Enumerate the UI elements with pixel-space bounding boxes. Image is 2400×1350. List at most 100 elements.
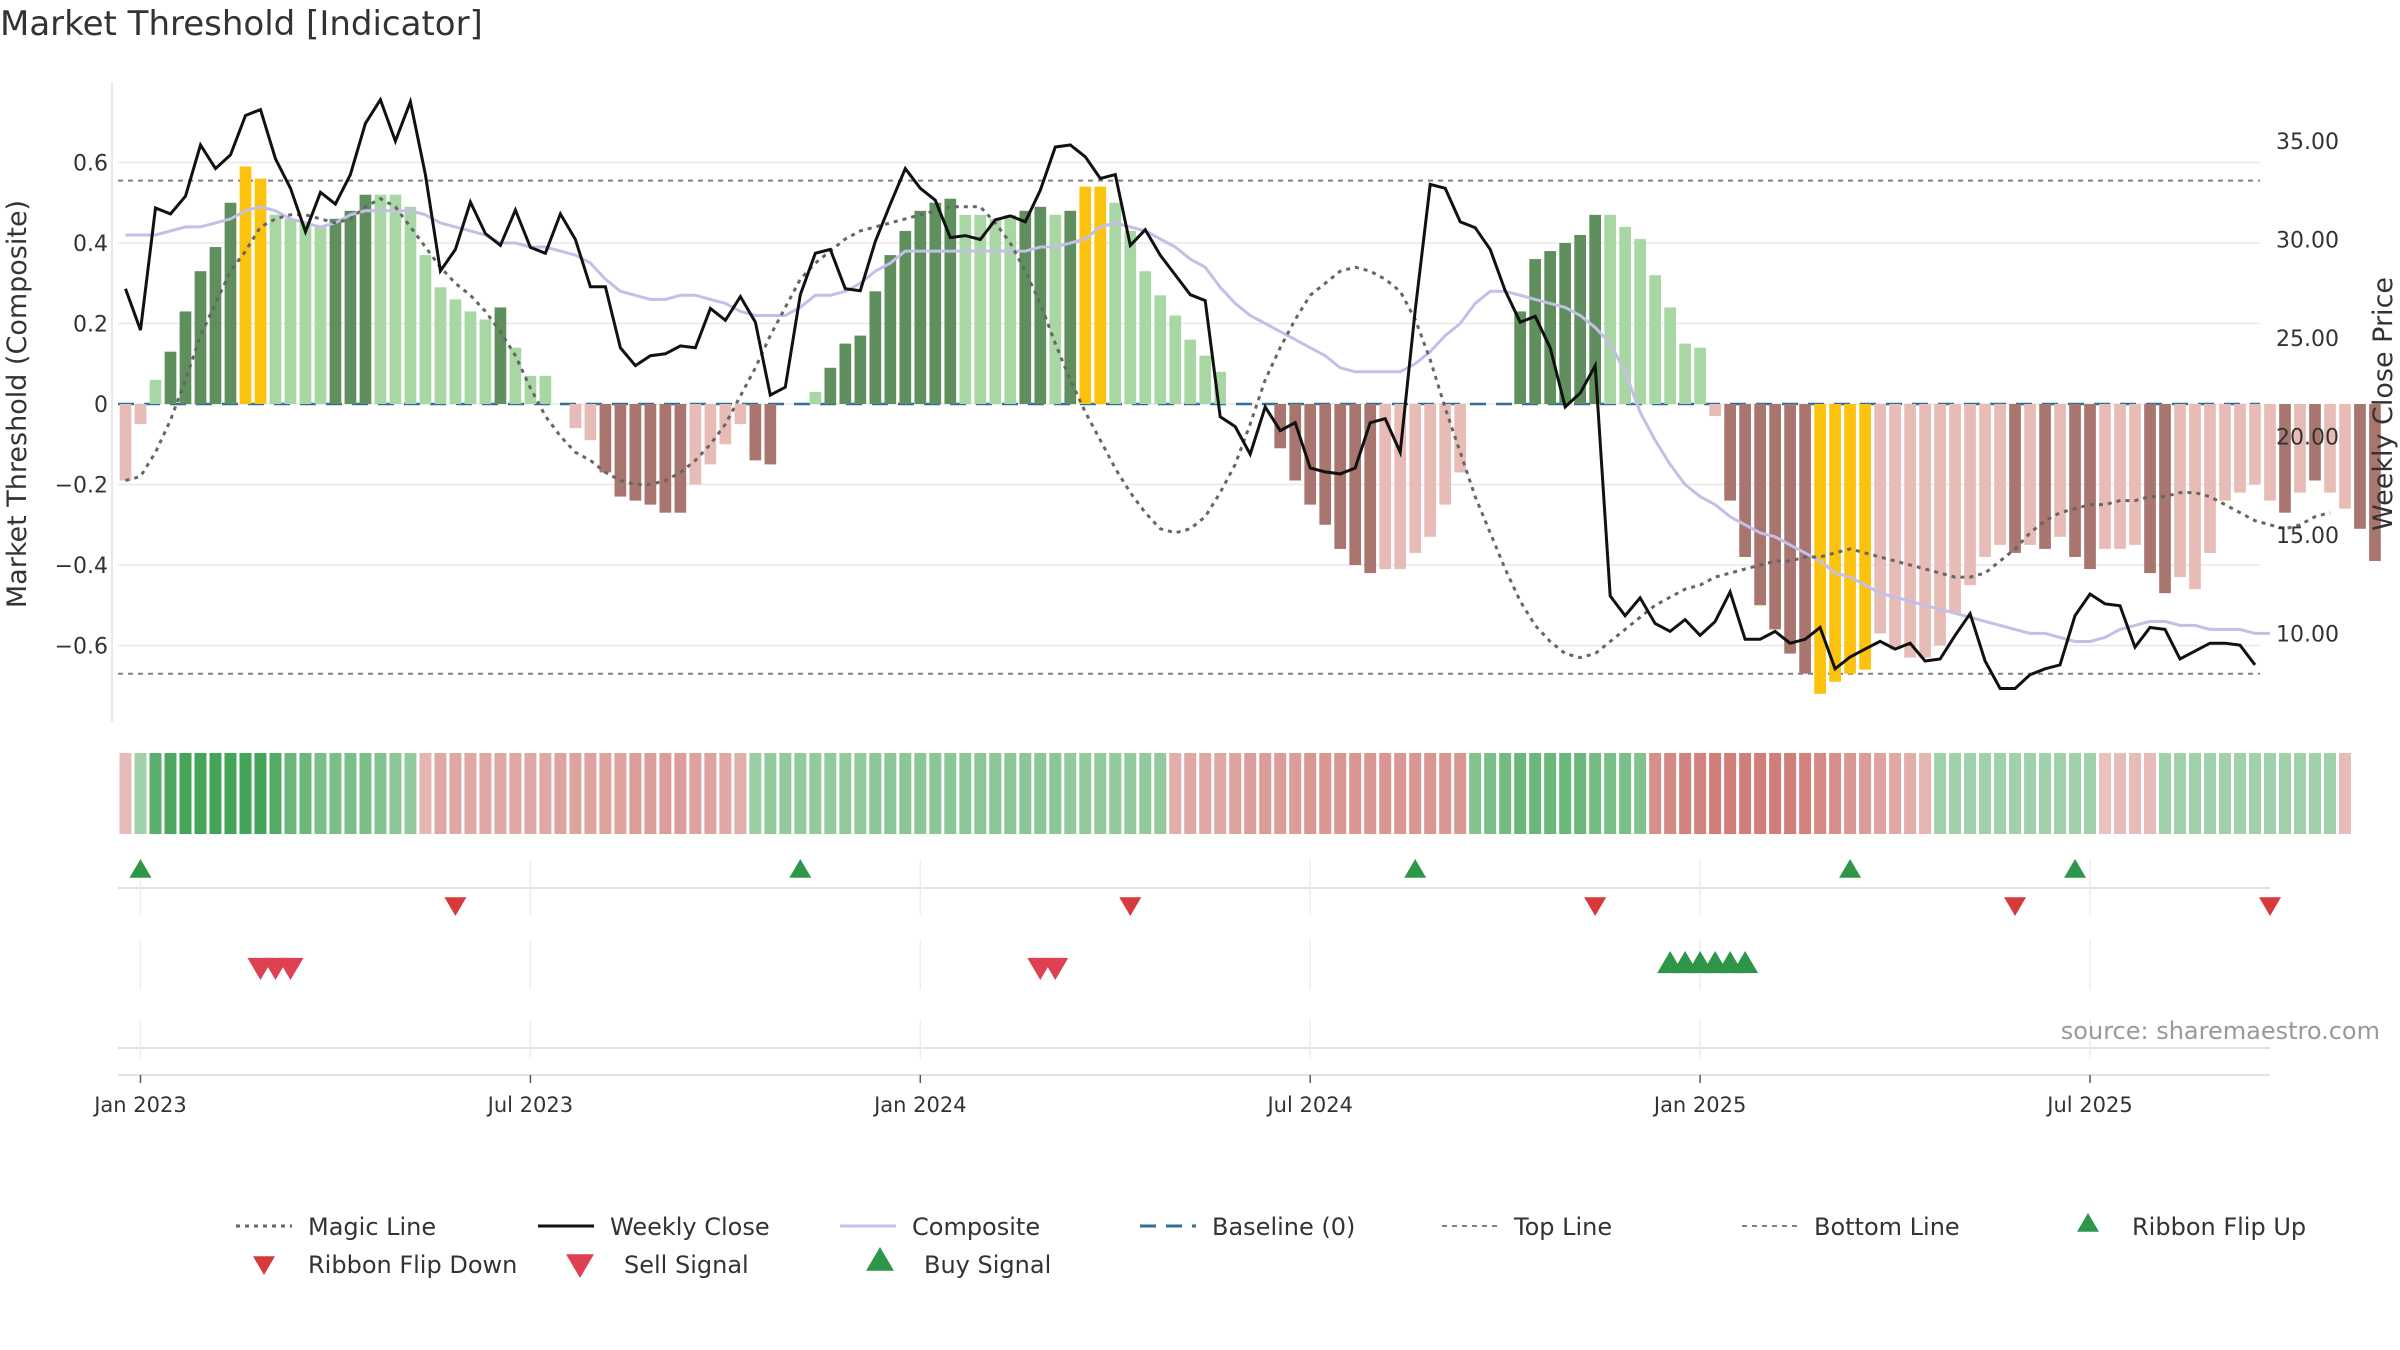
ribbon-cell [2249,753,2262,834]
ribbon-cell [2204,753,2217,834]
composite-bar [539,375,552,405]
composite-bar [284,218,297,405]
ribbon-cell [2069,753,2082,834]
ribbon-cell [374,753,387,834]
ribbon-flip-up-marker [2064,859,2087,878]
ribbon-cell [1454,753,1467,834]
ribbon-cell [494,753,507,834]
ribbon-cell [704,753,717,834]
composite-bar [2084,404,2096,570]
legend-label: Bottom Line [1814,1213,1960,1241]
legend-item: Top Line [1442,1213,1612,1241]
composite-bar [1079,186,1092,405]
legend-label: Magic Line [308,1213,436,1241]
ribbon-cell [164,753,177,834]
left-tick-label: 0.6 [73,152,108,177]
ribbon-cell [629,753,642,834]
ribbon-cell [1289,753,1302,834]
composite-bar [1634,238,1646,405]
ribbon-cell [1199,753,1212,834]
composite-bar [2219,404,2231,501]
composite-bar [2369,404,2381,561]
composite-bar [1364,404,1377,574]
composite-bar [1709,404,1721,417]
signal-rows [118,859,2281,1058]
ribbon-cell [1124,753,1137,834]
ribbon-cell [524,753,537,834]
ribbon-flip-down-marker [444,897,467,916]
composite-bar [2339,404,2351,509]
composite-bar [434,287,447,405]
legend-item: Baseline (0) [1140,1213,1355,1241]
ribbon-cell [284,753,297,834]
ribbon-cell [269,753,282,834]
composite-bar [884,255,897,405]
ribbon-cell [2009,753,2022,834]
composite-bar [1769,404,1781,630]
ribbon-cell [1019,753,1032,834]
ribbon-cell [2264,753,2276,834]
ribbon-cell [794,753,807,834]
composite-bar [584,404,597,441]
ribbon-cell [614,753,627,834]
ribbon-cell [1709,753,1722,834]
composite-bar [1904,404,1916,658]
ribbon-cell [1889,753,1902,834]
composite-bar [1169,315,1182,405]
ribbon-cell [509,753,522,834]
ribbon-cell [2323,753,2336,834]
legend-label: Baseline (0) [1212,1213,1355,1241]
ribbon-cell [2144,753,2157,834]
left-tick-label: −0.2 [55,474,108,499]
ribbon-cell [2189,753,2202,834]
sell-signal-marker [277,957,304,980]
composite-bar [1529,259,1542,405]
ribbon-cell [1364,753,1377,834]
ribbon-cell [2129,753,2142,834]
composite-bar [1274,404,1287,449]
composite-bar [1424,404,1437,537]
ribbon-cell [1109,753,1122,834]
ribbon-cell [1724,753,1737,834]
legend-label: Sell Signal [624,1251,749,1279]
composite-bar [974,214,987,405]
composite-bar [449,299,462,405]
composite-bar [1019,210,1032,405]
composite-bar [1349,404,1362,566]
composite-bar [209,247,222,405]
weekly-close-line [124,96,2257,690]
ribbon-cell [1229,753,1242,834]
magic-line [125,196,2331,660]
composite-bar [734,404,747,425]
ribbon-cell [449,753,462,834]
composite-bar [119,404,132,481]
ribbon-cell [779,753,792,834]
ribbon-cell [959,753,972,834]
composite-bar [689,404,702,485]
ribbon-cell [944,753,957,834]
ribbon-cell [209,753,222,834]
ribbon-cell [419,753,432,834]
ribbon-cell [914,753,927,834]
composite-bar [1139,271,1152,405]
composite-bar [1859,404,1871,670]
ribbon-cell [1514,753,1527,834]
composite-bar [1679,343,1691,405]
composite-bar [1304,404,1317,505]
ribbon-cell [479,753,492,834]
composite-bar [2114,404,2126,549]
composite-bar [1934,404,1946,646]
composite-bar [2189,404,2201,590]
composite-bar [944,198,957,405]
composite-bar [419,255,432,405]
composite-bar [1799,404,1811,674]
composite-bar [1319,404,1332,525]
composite-bar [2159,404,2171,594]
ribbon-cell [1424,753,1437,834]
composite-bar [959,214,972,405]
composite-bar [569,404,582,429]
ribbon-cell [2174,753,2187,834]
ribbon-cell [1004,753,1017,834]
ribbon-cell [899,753,912,834]
ribbon-cell [1064,753,1077,834]
